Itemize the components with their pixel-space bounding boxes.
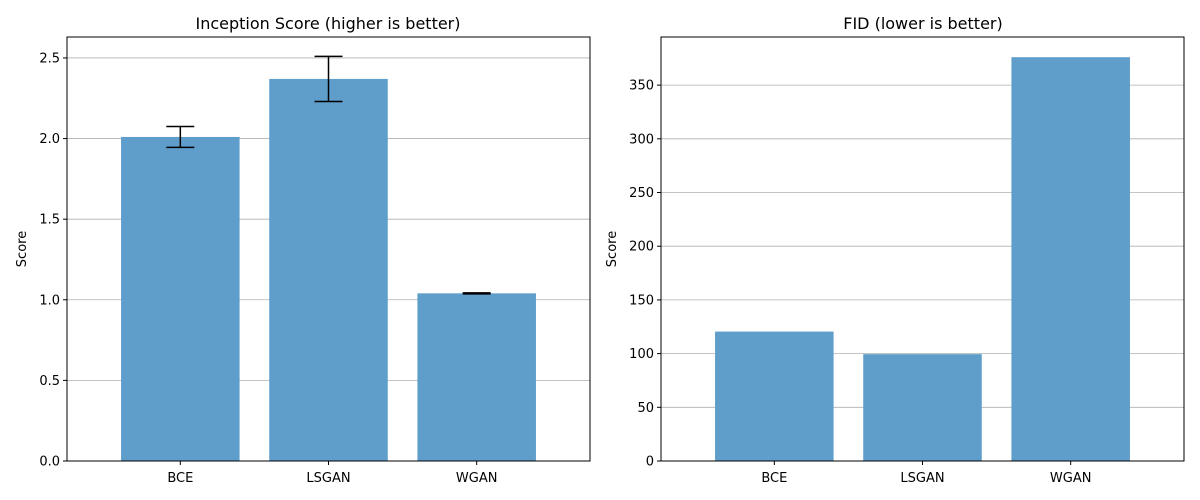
y-axis-label: Score — [15, 231, 30, 267]
bar-wgan — [1011, 57, 1130, 461]
x-tick-label: LSGAN — [900, 471, 944, 486]
y-tick-label: 200 — [629, 240, 654, 255]
chart-title: FID (lower is better) — [843, 14, 1002, 33]
y-axis-label: Score — [605, 231, 620, 267]
bar-wgan — [417, 293, 536, 461]
x-tick-label: WGAN — [1050, 471, 1092, 486]
fid-chart: FID (lower is better) Score 0 50 100 150 200… — [605, 14, 1184, 486]
error-bar-wgan — [463, 293, 491, 294]
bar-lsgan — [269, 79, 388, 461]
bar-bce — [121, 137, 240, 461]
x-tick-label: BCE — [761, 471, 787, 486]
y-tick-label: 0 — [646, 455, 654, 470]
y-tick-label: 300 — [629, 132, 654, 147]
y-tick-label: 2.5 — [39, 51, 60, 66]
y-tick-label: 250 — [629, 186, 654, 201]
chart-title: Inception Score (higher is better) — [196, 14, 461, 33]
y-tick-label: 2.0 — [39, 132, 60, 147]
bar-bce — [715, 332, 834, 461]
y-tick-label: 0.0 — [39, 455, 60, 470]
y-tick-label: 100 — [629, 347, 654, 362]
y-tick-label: 1.5 — [39, 213, 60, 228]
inception-score-chart: Inception Score (higher is better) Score… — [15, 14, 590, 486]
y-tick-label: 0.5 — [39, 374, 60, 389]
x-tick-label: WGAN — [456, 471, 498, 486]
y-tick-label: 150 — [629, 293, 654, 308]
x-tick-label: LSGAN — [306, 471, 350, 486]
y-tick-label: 350 — [629, 79, 654, 94]
bar-lsgan — [863, 354, 982, 461]
y-tick-label: 1.0 — [39, 293, 60, 308]
x-tick-label: BCE — [167, 471, 193, 486]
y-tick-label: 50 — [637, 401, 654, 416]
